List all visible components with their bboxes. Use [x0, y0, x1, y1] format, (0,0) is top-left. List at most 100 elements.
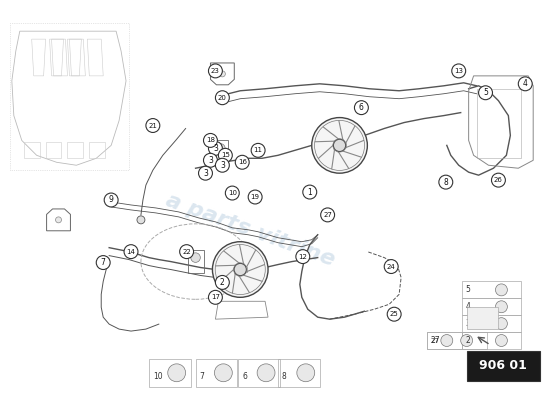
- Circle shape: [496, 334, 507, 346]
- Circle shape: [204, 153, 217, 167]
- Circle shape: [478, 86, 492, 100]
- Circle shape: [312, 118, 367, 173]
- Text: 21: 21: [148, 122, 157, 128]
- Circle shape: [124, 245, 138, 258]
- Text: 16: 16: [238, 159, 247, 165]
- Text: 3: 3: [220, 161, 225, 170]
- Circle shape: [384, 260, 398, 274]
- Text: 26: 26: [494, 177, 503, 183]
- Circle shape: [137, 216, 145, 224]
- Text: 27: 27: [323, 212, 332, 218]
- Bar: [89, 142, 105, 158]
- Bar: [278, 359, 320, 387]
- Circle shape: [191, 253, 200, 262]
- Text: a parts vitrine: a parts vitrine: [163, 190, 338, 270]
- Circle shape: [204, 134, 217, 147]
- Bar: [427, 332, 461, 349]
- Text: 25: 25: [390, 311, 399, 317]
- Text: 4: 4: [466, 302, 471, 311]
- Circle shape: [303, 185, 317, 199]
- Text: 17: 17: [211, 294, 220, 300]
- Bar: [461, 282, 521, 298]
- Circle shape: [212, 242, 268, 297]
- Text: 7: 7: [101, 258, 106, 267]
- Bar: [238, 359, 280, 387]
- Circle shape: [518, 77, 532, 91]
- Text: 2: 2: [220, 278, 225, 287]
- Circle shape: [333, 139, 345, 152]
- Bar: [461, 332, 521, 349]
- Circle shape: [496, 301, 507, 313]
- Bar: [477, 89, 521, 158]
- Text: 9: 9: [109, 196, 114, 204]
- Circle shape: [257, 364, 275, 382]
- Circle shape: [354, 101, 368, 114]
- Circle shape: [218, 148, 232, 162]
- Bar: [461, 315, 521, 332]
- Circle shape: [441, 334, 453, 346]
- Text: 906 01: 906 01: [480, 359, 527, 372]
- Text: 20: 20: [218, 95, 227, 101]
- Circle shape: [216, 144, 225, 153]
- Circle shape: [387, 307, 401, 321]
- Circle shape: [321, 208, 334, 222]
- Text: 14: 14: [126, 249, 135, 255]
- Circle shape: [496, 284, 507, 296]
- Circle shape: [216, 91, 229, 105]
- Text: 6: 6: [242, 372, 247, 381]
- Text: 23: 23: [211, 68, 220, 74]
- Text: 3: 3: [203, 169, 208, 178]
- Circle shape: [56, 217, 62, 223]
- Bar: [68, 142, 84, 158]
- Circle shape: [104, 193, 118, 207]
- Bar: [10, 23, 129, 170]
- Text: 3: 3: [466, 319, 471, 328]
- Circle shape: [248, 190, 262, 204]
- Text: 8: 8: [443, 178, 448, 187]
- Text: 4: 4: [523, 79, 527, 88]
- Text: 3: 3: [208, 156, 213, 165]
- Text: 18: 18: [206, 138, 215, 144]
- Circle shape: [199, 166, 212, 180]
- Circle shape: [219, 71, 226, 77]
- Text: 3: 3: [213, 144, 218, 153]
- Circle shape: [216, 276, 229, 289]
- Circle shape: [297, 364, 315, 382]
- Text: 5: 5: [483, 88, 488, 97]
- Bar: [212, 140, 228, 164]
- Circle shape: [208, 142, 222, 155]
- Bar: [188, 250, 204, 274]
- Circle shape: [492, 173, 505, 187]
- Circle shape: [208, 64, 222, 78]
- Circle shape: [439, 175, 453, 189]
- Circle shape: [496, 318, 507, 330]
- Circle shape: [96, 256, 110, 270]
- Circle shape: [235, 155, 249, 169]
- Text: 6: 6: [359, 103, 364, 112]
- Bar: [466, 351, 540, 381]
- Circle shape: [234, 263, 246, 276]
- Bar: [461, 298, 521, 315]
- Bar: [427, 332, 487, 349]
- Text: 1: 1: [307, 188, 312, 196]
- Text: 2: 2: [466, 336, 470, 345]
- Circle shape: [208, 290, 222, 304]
- Circle shape: [461, 334, 472, 346]
- Text: 27: 27: [431, 338, 440, 344]
- Bar: [149, 359, 191, 387]
- Bar: [196, 359, 237, 387]
- Circle shape: [216, 158, 229, 172]
- Circle shape: [214, 364, 232, 382]
- Text: 8: 8: [282, 372, 287, 381]
- Text: 12: 12: [298, 254, 307, 260]
- Text: 24: 24: [387, 264, 395, 270]
- Circle shape: [146, 118, 160, 132]
- Text: 27: 27: [431, 336, 441, 345]
- Text: 10: 10: [153, 372, 162, 381]
- Circle shape: [251, 143, 265, 157]
- Circle shape: [226, 186, 239, 200]
- Text: 15: 15: [221, 152, 230, 158]
- Text: 10: 10: [228, 190, 237, 196]
- Text: 7: 7: [200, 372, 205, 381]
- Bar: [46, 142, 62, 158]
